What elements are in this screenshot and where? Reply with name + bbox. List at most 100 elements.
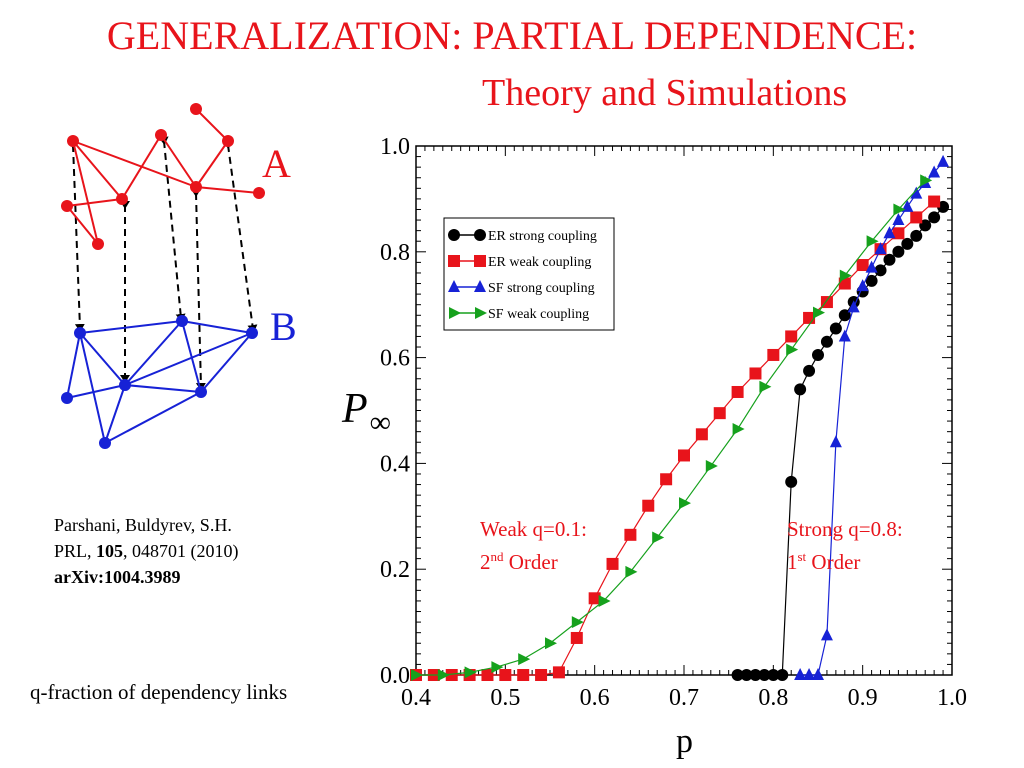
data-point	[695, 428, 708, 441]
data-point	[901, 199, 914, 212]
citation-volume: 105	[96, 541, 124, 561]
data-point	[803, 668, 816, 680]
legend-marker	[475, 307, 487, 319]
x-tick-label: 0.6	[580, 685, 610, 711]
data-point	[732, 423, 745, 436]
citation: Parshani, Buldyrev, S.H. PRL, 105, 04870…	[54, 512, 239, 590]
data-point	[847, 300, 860, 313]
x-axis-label: p	[676, 723, 693, 760]
citation-journal: PRL,	[54, 541, 97, 561]
dependency-link	[158, 136, 186, 322]
data-point	[920, 174, 933, 187]
data-point	[856, 279, 869, 292]
network-b-nodes	[61, 315, 258, 449]
data-point	[892, 245, 905, 258]
legend-marker	[474, 229, 486, 241]
legend-label: ER strong coupling	[488, 229, 597, 244]
data-point	[874, 264, 887, 277]
data-point	[517, 669, 530, 681]
y-tick-label: 0.2	[380, 557, 410, 583]
data-point	[928, 195, 941, 208]
data-point	[749, 669, 762, 681]
data-point	[785, 330, 798, 343]
data-point	[625, 565, 638, 578]
data-point	[588, 592, 601, 605]
data-point	[838, 329, 851, 342]
data-point	[937, 154, 950, 167]
citation-pages: , 048701 (2010)	[123, 541, 239, 561]
data-point	[910, 211, 923, 224]
network-b-edges	[66, 320, 253, 444]
y-tick-label: 1.0	[380, 134, 410, 160]
data-point	[445, 669, 458, 681]
x-tick-label: 0.4	[401, 685, 431, 711]
data-point	[910, 229, 923, 242]
dependency-link	[67, 140, 85, 332]
annotation-weak: Weak q=0.1: 2nd Order	[480, 517, 587, 574]
data-point	[928, 211, 941, 224]
data-point	[865, 260, 878, 273]
data-point	[883, 253, 896, 266]
data-point	[464, 666, 477, 679]
data-point	[901, 237, 914, 250]
data-point	[552, 666, 565, 679]
data-point	[785, 475, 798, 488]
data-point	[606, 557, 619, 570]
data-point	[678, 449, 690, 462]
data-point	[829, 322, 842, 335]
citation-authors: Parshani, Buldyrev, S.H.	[54, 515, 232, 535]
slide-subtitle: Theory and Simulations	[482, 72, 848, 114]
citation-arxiv: arXiv:1004.3989	[54, 567, 181, 587]
legend-marker	[448, 229, 460, 241]
data-point	[713, 407, 726, 420]
data-point	[893, 203, 906, 216]
data-point	[749, 367, 762, 380]
dependency-link	[222, 140, 258, 333]
series-line	[416, 179, 926, 676]
data-point	[829, 435, 842, 448]
y-tick-label: 0.6	[380, 346, 410, 372]
network-a-label: A	[262, 141, 291, 186]
data-point	[642, 499, 655, 512]
data-point	[910, 186, 923, 199]
data-point	[758, 669, 771, 681]
data-point	[786, 343, 799, 356]
data-point	[874, 242, 887, 255]
data-point	[767, 669, 780, 681]
data-point	[705, 460, 718, 473]
legend-marker	[449, 307, 461, 319]
data-point	[892, 213, 905, 226]
data-point	[767, 348, 780, 361]
data-point	[812, 668, 824, 680]
x-tick-label: 1.0	[937, 685, 967, 711]
data-point	[839, 269, 852, 282]
caption: q-fraction of dependency links	[30, 680, 288, 704]
data-point	[731, 669, 744, 681]
network-b-label: B	[270, 304, 297, 349]
data-point	[759, 380, 772, 393]
citation-journal-line: PRL, 105, 048701 (2010)	[54, 538, 239, 564]
data-point	[820, 335, 833, 348]
data-point	[883, 226, 896, 239]
x-tick-label: 0.9	[848, 685, 878, 711]
data-point	[518, 653, 531, 666]
data-point	[812, 348, 824, 361]
network-a-edges	[66, 108, 260, 245]
data-point	[491, 661, 504, 674]
data-point	[499, 669, 512, 681]
data-point	[794, 383, 807, 396]
legend-marker	[448, 255, 460, 267]
data-point	[481, 669, 494, 681]
data-point	[652, 531, 665, 544]
data-point	[570, 631, 583, 644]
series-2	[794, 154, 950, 680]
data-point	[598, 594, 611, 607]
data-point	[803, 364, 816, 377]
annotation-strong: Strong q=0.8: 1st Order	[787, 517, 903, 574]
legend-marker	[474, 280, 486, 292]
data-point	[679, 497, 691, 510]
data-point	[820, 628, 833, 641]
legend-marker	[474, 255, 486, 267]
y-tick-label: 0.0	[380, 663, 410, 689]
